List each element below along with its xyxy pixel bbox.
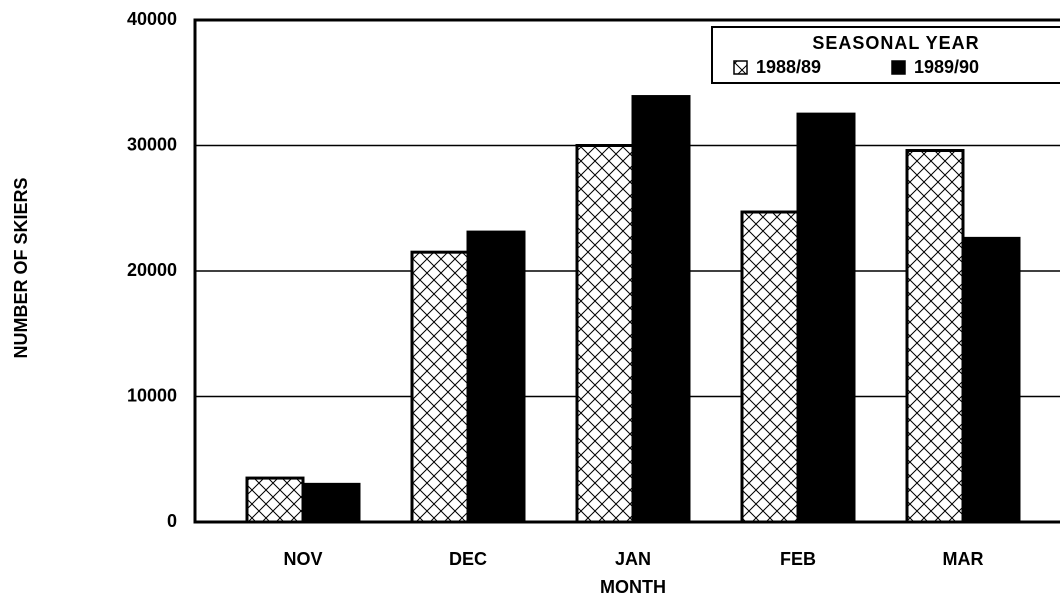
bar <box>410 250 470 524</box>
bar <box>740 210 800 524</box>
y-axis-label: NUMBER OF SKIERS <box>11 177 31 358</box>
legend-swatch <box>891 60 906 75</box>
bar <box>245 476 305 524</box>
x-tick-label: MAR <box>943 549 984 569</box>
bar <box>796 112 856 524</box>
y-tick-label: 30000 <box>127 134 177 154</box>
bar <box>961 236 1021 524</box>
legend-box <box>711 26 1060 84</box>
bar <box>466 230 526 524</box>
legend-title: SEASONAL YEAR <box>812 33 979 53</box>
y-tick-label: 10000 <box>127 385 177 405</box>
legend-swatch <box>733 60 748 75</box>
x-tick-label: FEB <box>780 549 816 569</box>
x-axis-label: MONTH <box>600 577 666 597</box>
x-tick-label: DEC <box>449 549 487 569</box>
y-tick-label: 40000 <box>127 9 177 29</box>
legend-label: 1989/90 <box>914 57 979 77</box>
x-tick-label: NOV <box>283 549 322 569</box>
y-tick-label: 20000 <box>127 260 177 280</box>
bar <box>905 149 965 524</box>
legend-label: 1988/89 <box>756 57 821 77</box>
x-tick-label: JAN <box>615 549 651 569</box>
bar <box>575 144 635 524</box>
bar <box>631 95 691 524</box>
bar <box>301 482 361 524</box>
y-tick-label: 0 <box>167 511 177 531</box>
